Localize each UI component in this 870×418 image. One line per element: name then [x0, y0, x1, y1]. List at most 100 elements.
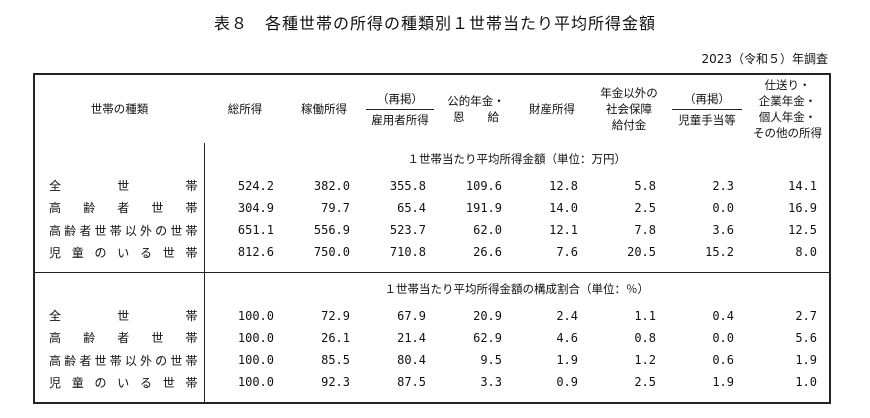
value-cell: 100.0 [237, 375, 274, 390]
header-employee-income: （再掲） 雇用者所得 [362, 74, 438, 143]
value-cell: 67.9 [397, 308, 426, 323]
value-cell: 2.5 [634, 200, 656, 215]
header-other-income: 仕送り・ 企業年金・ 個人年金・ その他の所得 [746, 74, 830, 143]
table-row: 高齢者世帯 304.9 79.7 65.4 191.9 14.0 2.5 0.0 16.9 [34, 196, 830, 220]
header-total-income: 総所得 [227, 102, 263, 116]
value-cell: 2.7 [795, 308, 817, 323]
header-other-line4: その他の所得 [753, 126, 822, 140]
value-cell: 85.5 [321, 353, 350, 368]
header-pension-line1: 公的年金・ [447, 94, 505, 108]
header-child-allowance: （再掲） 児童手当等 [668, 74, 746, 143]
value-cell: 523.7 [389, 223, 426, 238]
value-cell: 12.1 [549, 223, 578, 238]
value-cell: 62.0 [473, 223, 502, 238]
household-type-label: 児童のいる世帯 [34, 241, 205, 264]
header-social-security: 年金以外の 社会保障 給付金 [590, 74, 668, 143]
section-title-row: １世帯当たり平均所得金額の構成割合（単位：％） [34, 271, 830, 305]
section-label-cell [34, 143, 205, 175]
income-table: 世帯の種類 総所得 稼働所得 （再掲） 雇用者所得 公的年金・ 恩 給 財産所得… [33, 73, 831, 404]
household-type-label: 全世帯 [34, 304, 205, 327]
value-cell: 12.8 [549, 178, 578, 193]
value-cell: 100.0 [237, 330, 274, 345]
value-cell: 750.0 [313, 245, 350, 260]
header-other-line3: 個人年金・ [758, 110, 817, 124]
value-cell: 20.5 [627, 245, 656, 260]
spacer-row [34, 263, 830, 273]
value-cell: 191.9 [465, 200, 502, 215]
value-cell: 1.1 [634, 308, 656, 323]
value-cell: 304.9 [237, 200, 274, 215]
value-cell: 1.9 [795, 353, 817, 368]
value-cell: 14.1 [788, 178, 817, 193]
value-cell: 1.9 [712, 375, 734, 390]
value-cell: 92.3 [321, 375, 350, 390]
header-child-allowance-prefix: （再掲） [672, 91, 742, 110]
value-cell: 2.3 [712, 178, 734, 193]
survey-year-note: 2023（令和５）年調査 [701, 52, 828, 66]
value-cell: 7.8 [634, 223, 656, 238]
table-row: 児童のいる世帯 100.0 92.3 87.5 3.3 0.9 2.5 1.9 1.0 [34, 371, 830, 394]
value-cell: 812.6 [237, 245, 274, 260]
section-title-row: １世帯当たり平均所得金額（単位：万円） [34, 143, 830, 175]
household-type-label: 高齢者世帯 [34, 326, 205, 350]
household-type-label: 児童のいる世帯 [34, 371, 205, 394]
value-cell: 80.4 [397, 353, 426, 368]
section-label-cell [34, 271, 205, 305]
value-cell: 21.4 [397, 330, 426, 345]
value-cell: 0.9 [556, 375, 578, 390]
spacer-row [34, 393, 830, 403]
value-cell: 5.6 [795, 330, 817, 345]
table-title: 表８ 各種世帯の所得の種類別１世帯当たり平均所得金額 [213, 14, 656, 33]
header-child-allowance-label: 児童手当等 [678, 112, 736, 127]
value-cell: 72.9 [321, 308, 350, 323]
table-row: 全世帯 100.0 72.9 67.9 20.9 2.4 1.1 0.4 2.7 [34, 304, 830, 327]
value-cell: 26.1 [321, 330, 350, 345]
table-row: 高齢者世帯以外の世帯 651.1 556.9 523.7 62.0 12.1 7.8 3.6 1… [34, 219, 830, 242]
table-row: 高齢者世帯 100.0 26.1 21.4 62.9 4.6 0.8 0.0 5.6 [34, 326, 830, 350]
value-cell: 3.3 [480, 375, 502, 390]
section-title: １世帯当たり平均所得金額の構成割合（単位：％） [204, 271, 830, 305]
value-cell: 62.9 [473, 330, 502, 345]
value-cell: 1.2 [634, 353, 656, 368]
value-cell: 65.4 [397, 200, 426, 215]
value-cell: 26.6 [473, 245, 502, 260]
header-employee-income-prefix: （再掲） [366, 91, 434, 110]
household-type-label: 高齢者世帯 [34, 196, 205, 220]
value-cell: 100.0 [237, 308, 274, 323]
value-cell: 651.1 [237, 223, 274, 238]
table-row: 全世帯 524.2 382.0 355.8 109.6 12.8 5.8 2.3 14.1 [34, 174, 830, 197]
value-cell: 109.6 [465, 178, 502, 193]
header-social-security-line3: 給付金 [611, 118, 647, 132]
value-cell: 2.4 [556, 308, 578, 323]
value-cell: 20.9 [473, 308, 502, 323]
table-row: 児童のいる世帯 812.6 750.0 710.8 26.6 7.6 20.5 15.2 8.0 [34, 241, 830, 264]
household-type-label: 全世帯 [34, 174, 205, 197]
value-cell: 556.9 [313, 223, 350, 238]
value-cell: 12.5 [788, 223, 817, 238]
value-cell: 1.9 [556, 353, 578, 368]
header-earned-income: 稼働所得 [301, 102, 347, 116]
value-cell: 0.8 [634, 330, 656, 345]
value-cell: 8.0 [795, 245, 817, 260]
value-cell: 0.0 [712, 200, 734, 215]
header-employee-income-label: 雇用者所得 [371, 112, 429, 127]
value-cell: 524.2 [237, 178, 274, 193]
header-row: 世帯の種類 総所得 稼働所得 （再掲） 雇用者所得 公的年金・ 恩 給 財産所得… [34, 74, 830, 143]
value-cell: 382.0 [313, 178, 350, 193]
value-cell: 710.8 [389, 245, 426, 260]
value-cell: 79.7 [321, 200, 350, 215]
value-cell: 0.4 [712, 308, 734, 323]
value-cell: 14.0 [549, 200, 578, 215]
section-title: １世帯当たり平均所得金額（単位：万円） [407, 151, 627, 166]
header-pension-line2: 恩 給 [453, 110, 499, 124]
value-cell: 5.8 [634, 178, 656, 193]
value-cell: 4.6 [556, 330, 578, 345]
value-cell: 16.9 [788, 200, 817, 215]
value-cell: 9.5 [480, 353, 502, 368]
table-row: 高齢者世帯以外の世帯 100.0 85.5 80.4 9.5 1.9 1.2 0.6 1.9 [34, 349, 830, 372]
value-cell: 100.0 [237, 353, 274, 368]
header-other-line1: 仕送り・ [764, 78, 811, 92]
household-type-label: 高齢者世帯以外の世帯 [34, 349, 205, 372]
header-social-security-line1: 年金以外の [600, 86, 658, 100]
value-cell: 3.6 [712, 223, 734, 238]
